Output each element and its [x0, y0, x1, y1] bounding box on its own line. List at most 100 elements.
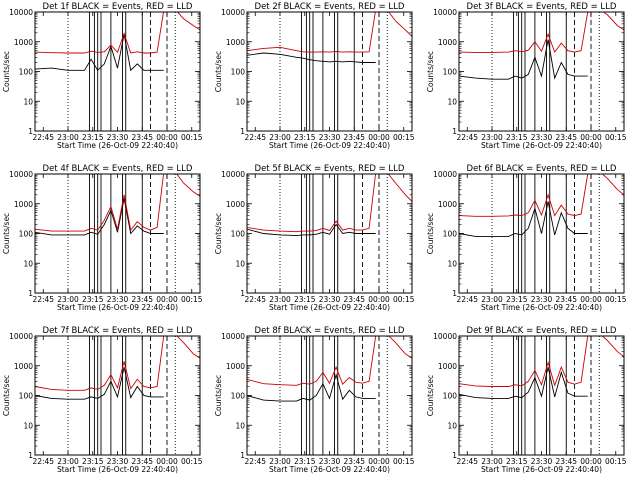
panel-title: Det 6f BLACK = Events, RED = LLD — [467, 164, 617, 174]
x-tick-label: 22:45 — [32, 295, 54, 304]
x-tick-label: 23:15 — [82, 133, 104, 142]
x-tick-label: 00:00 — [368, 295, 390, 304]
x-tick-label: 22:45 — [456, 295, 478, 304]
y-tick-label: 1 — [452, 127, 457, 136]
x-tick-label: 00:00 — [580, 133, 602, 142]
series-line-lld — [247, 174, 412, 233]
y-tick-label: 1000 — [14, 362, 33, 371]
y-tick-label: 1 — [28, 451, 33, 460]
x-axis-label: Start Time (26-Oct-09 22:40:40) — [481, 141, 602, 150]
series-line-events — [247, 223, 376, 237]
x-tick-label: 23:45 — [343, 295, 365, 304]
x-tick-label: 23:45 — [131, 133, 153, 142]
x-tick-label: 23:45 — [343, 457, 365, 466]
x-tick-label: 00:15 — [605, 295, 627, 304]
y-tick-label: 10 — [447, 97, 457, 106]
y-tick-label: 10000 — [221, 332, 245, 341]
y-tick-label: 100 — [231, 392, 246, 401]
x-tick-label: 23:30 — [531, 457, 553, 466]
series-line-events — [459, 367, 588, 399]
y-axis-label: Counts/sec — [214, 51, 223, 92]
x-tick-label: 23:45 — [555, 457, 577, 466]
series-line-lld — [35, 12, 200, 54]
y-tick-label: 10000 — [9, 170, 33, 179]
x-tick-label: 00:00 — [156, 295, 178, 304]
series-line-events — [247, 52, 376, 63]
x-tick-label: 23:15 — [294, 457, 316, 466]
x-tick-label: 23:15 — [506, 295, 528, 304]
y-tick-label: 1000 — [226, 362, 245, 371]
plot-frame — [246, 335, 413, 456]
y-tick-label: 10000 — [433, 8, 457, 17]
x-axis-label: Start Time (26-Oct-09 22:40:40) — [57, 141, 178, 150]
y-tick-label: 10000 — [221, 8, 245, 17]
x-tick-label: 22:45 — [244, 133, 266, 142]
x-tick-label: 00:15 — [605, 133, 627, 142]
series-line-events — [247, 372, 376, 402]
y-axis-label: Counts/sec — [2, 51, 11, 92]
series-line-lld — [35, 174, 200, 232]
y-tick-label: 1 — [28, 289, 33, 298]
y-tick-label: 1 — [452, 451, 457, 460]
series-line-events — [35, 198, 164, 236]
y-axis-label: Counts/sec — [214, 213, 223, 254]
x-axis-label: Start Time (26-Oct-09 22:40:40) — [57, 465, 178, 474]
y-tick-label: 100 — [231, 68, 246, 77]
x-tick-label: 23:00 — [269, 457, 291, 466]
y-tick-label: 10 — [235, 97, 245, 106]
y-tick-label: 1 — [452, 289, 457, 298]
panel-title: Det 5f BLACK = Events, RED = LLD — [255, 164, 405, 174]
panel-title: Det 7f BLACK = Events, RED = LLD — [43, 326, 193, 336]
x-tick-label: 23:30 — [531, 295, 553, 304]
x-tick-label: 23:45 — [555, 133, 577, 142]
x-tick-label: 23:30 — [107, 457, 129, 466]
x-tick-label: 23:15 — [506, 133, 528, 142]
x-tick-label: 22:45 — [32, 133, 54, 142]
y-tick-label: 1000 — [438, 38, 457, 47]
y-tick-label: 1000 — [14, 200, 33, 209]
y-tick-label: 1 — [28, 127, 33, 136]
panel-title: Det 2f BLACK = Events, RED = LLD — [255, 2, 405, 12]
x-tick-label: 00:00 — [368, 133, 390, 142]
detector-panel: Det 2f BLACK = Events, RED = LLD 22:45 23:… — [214, 2, 415, 150]
x-tick-label: 23:30 — [531, 133, 553, 142]
x-tick-label: 00:00 — [580, 295, 602, 304]
y-tick-label: 1000 — [226, 38, 245, 47]
y-tick-label: 100 — [231, 230, 246, 239]
panel-title: Det 1f BLACK = Events, RED = LLD — [43, 2, 193, 12]
x-tick-label: 23:30 — [107, 133, 129, 142]
x-tick-label: 23:00 — [481, 133, 503, 142]
y-tick-label: 100 — [19, 392, 34, 401]
y-tick-label: 10000 — [433, 332, 457, 341]
y-tick-label: 10 — [23, 97, 33, 106]
series-line-events — [459, 201, 588, 237]
x-tick-label: 00:00 — [580, 457, 602, 466]
y-tick-label: 10000 — [9, 8, 33, 17]
series-line-lld — [459, 174, 624, 217]
x-tick-label: 23:15 — [294, 133, 316, 142]
plot-frame — [34, 11, 201, 132]
x-tick-label: 23:00 — [57, 457, 79, 466]
y-tick-label: 10 — [23, 421, 33, 430]
x-axis-label: Start Time (26-Oct-09 22:40:40) — [269, 303, 390, 312]
plot-frame — [458, 11, 625, 132]
y-axis-label: Counts/sec — [426, 213, 435, 254]
y-tick-label: 1 — [240, 289, 245, 298]
x-tick-label: 00:00 — [368, 457, 390, 466]
x-tick-label: 23:00 — [269, 295, 291, 304]
series-line-lld — [247, 12, 412, 53]
x-tick-label: 00:15 — [181, 457, 203, 466]
x-tick-label: 00:00 — [156, 133, 178, 142]
series-line-events — [35, 367, 164, 400]
x-tick-label: 00:15 — [605, 457, 627, 466]
x-tick-label: 22:45 — [244, 457, 266, 466]
plot-frame — [246, 11, 413, 132]
panel-title: Det 8f BLACK = Events, RED = LLD — [255, 326, 405, 336]
x-axis-label: Start Time (26-Oct-09 22:40:40) — [269, 141, 390, 150]
y-tick-label: 100 — [19, 68, 34, 77]
series-line-lld — [35, 336, 200, 391]
y-tick-label: 10 — [235, 421, 245, 430]
